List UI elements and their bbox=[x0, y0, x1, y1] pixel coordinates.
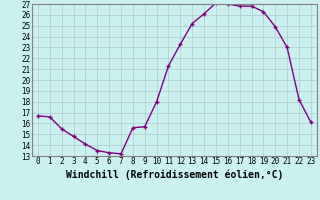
X-axis label: Windchill (Refroidissement éolien,°C): Windchill (Refroidissement éolien,°C) bbox=[66, 169, 283, 180]
